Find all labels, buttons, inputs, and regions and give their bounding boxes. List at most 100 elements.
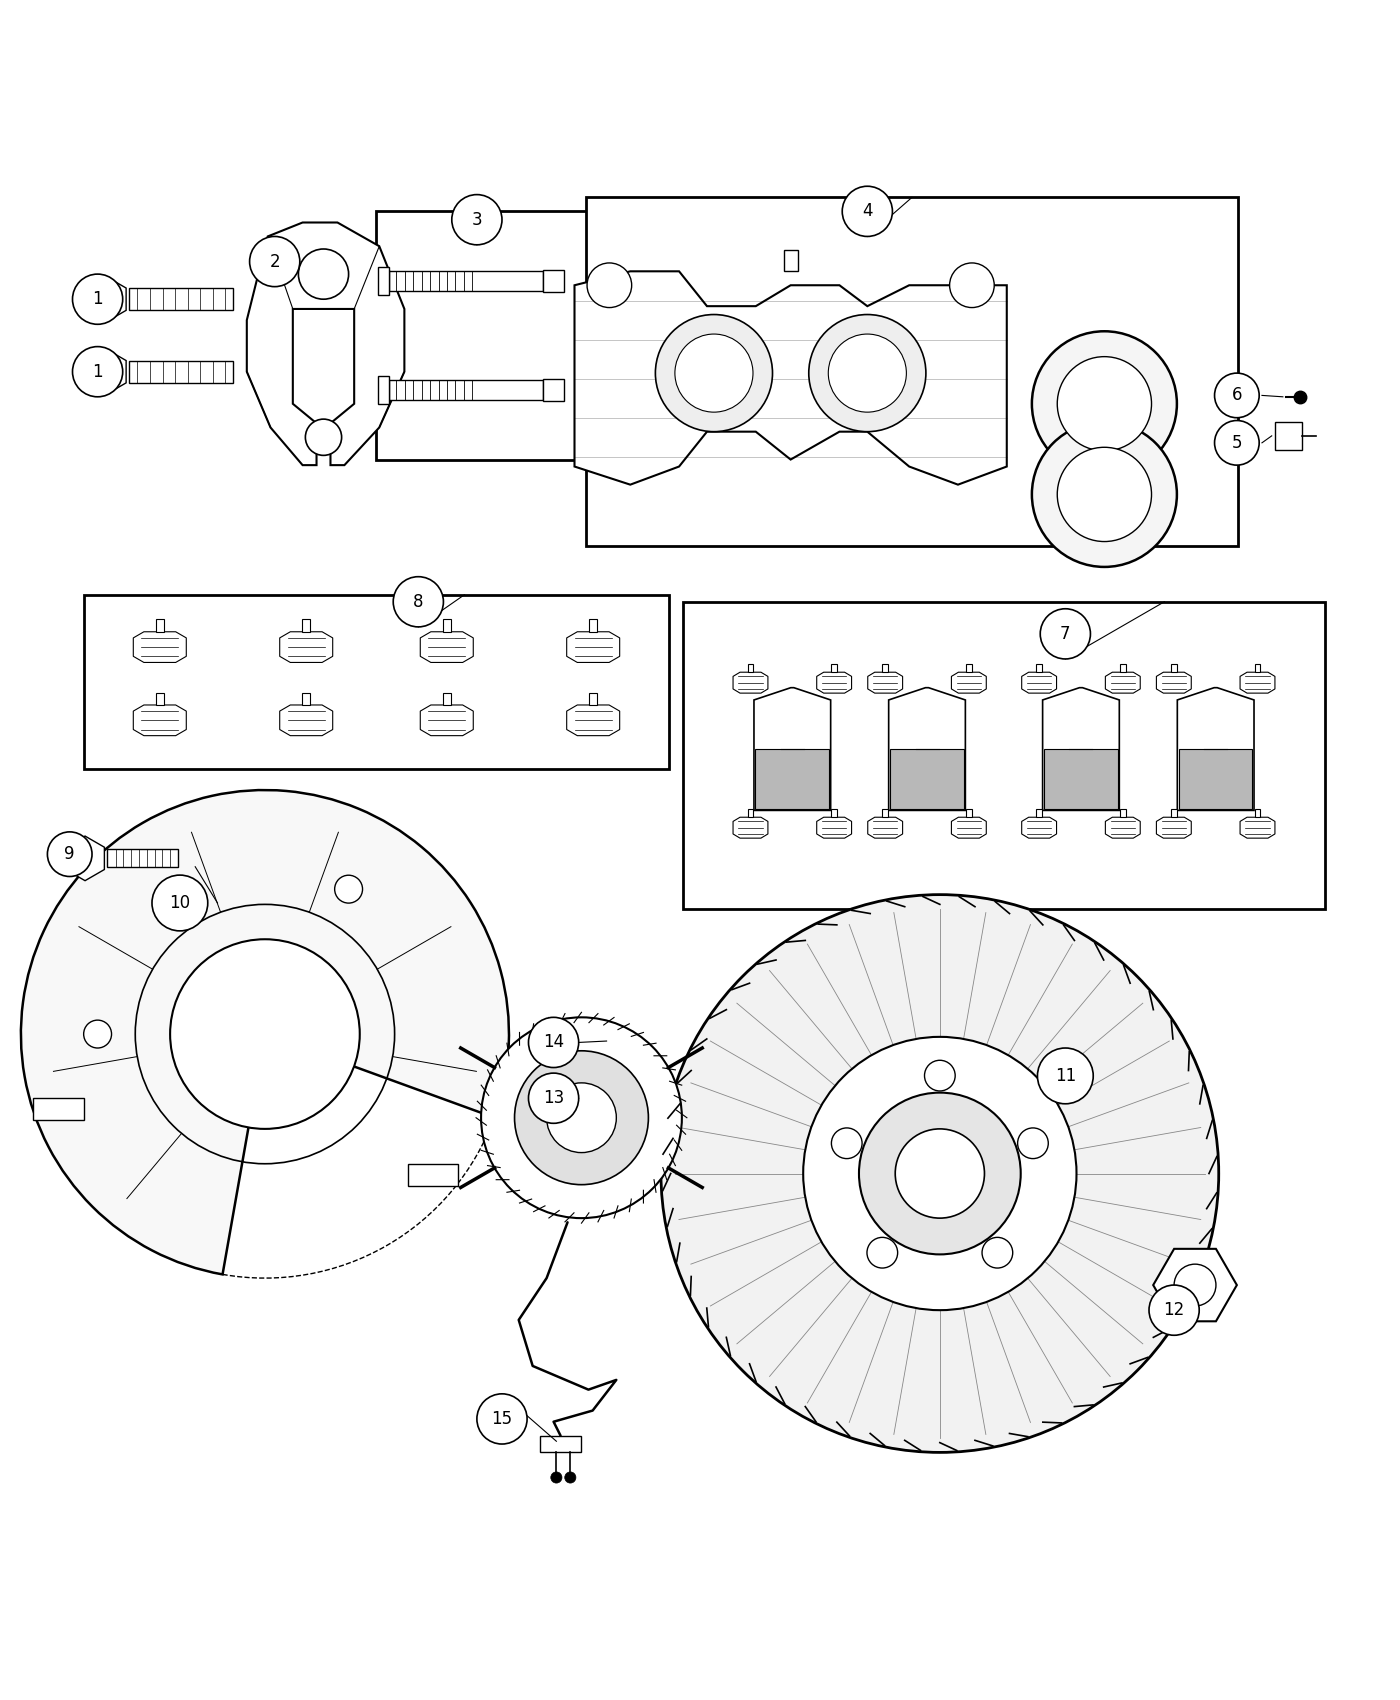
Polygon shape [832, 809, 837, 818]
Polygon shape [966, 663, 972, 672]
Polygon shape [755, 688, 830, 811]
Circle shape [1032, 422, 1177, 566]
Polygon shape [1022, 818, 1057, 838]
Polygon shape [890, 750, 963, 809]
Polygon shape [133, 632, 186, 663]
Text: 15: 15 [491, 1409, 512, 1428]
Circle shape [1057, 357, 1152, 451]
Polygon shape [1036, 809, 1042, 818]
Polygon shape [683, 602, 1324, 908]
Text: 8: 8 [413, 593, 424, 610]
Polygon shape [832, 663, 837, 672]
Circle shape [924, 1061, 955, 1091]
Polygon shape [756, 750, 829, 809]
Polygon shape [129, 360, 234, 382]
Circle shape [829, 335, 906, 411]
Polygon shape [84, 595, 669, 768]
Polygon shape [389, 270, 543, 291]
Text: 6: 6 [1232, 386, 1242, 405]
Circle shape [587, 264, 631, 308]
Text: 2: 2 [269, 253, 280, 270]
Polygon shape [34, 1098, 84, 1120]
Polygon shape [589, 692, 598, 706]
Circle shape [515, 1051, 648, 1185]
Text: 9: 9 [64, 845, 76, 864]
Polygon shape [87, 277, 126, 321]
Circle shape [843, 187, 892, 236]
Text: 1: 1 [92, 291, 104, 308]
Circle shape [1057, 447, 1152, 542]
Polygon shape [246, 223, 405, 466]
Polygon shape [543, 379, 564, 401]
Circle shape [73, 347, 123, 396]
Polygon shape [784, 250, 798, 272]
Polygon shape [816, 818, 851, 838]
Polygon shape [389, 381, 543, 400]
Polygon shape [302, 692, 311, 706]
Circle shape [809, 314, 925, 432]
Polygon shape [87, 350, 126, 394]
Polygon shape [539, 1436, 581, 1452]
Circle shape [981, 1238, 1012, 1268]
Polygon shape [1043, 688, 1120, 811]
Polygon shape [280, 706, 333, 736]
Polygon shape [748, 809, 753, 818]
Polygon shape [155, 692, 164, 706]
Circle shape [48, 831, 92, 877]
Circle shape [1175, 1265, 1217, 1306]
Circle shape [298, 248, 349, 299]
Polygon shape [1120, 663, 1126, 672]
Polygon shape [952, 818, 986, 838]
Circle shape [335, 876, 363, 903]
Polygon shape [420, 632, 473, 663]
Circle shape [249, 236, 300, 287]
Text: 12: 12 [1163, 1300, 1184, 1319]
Polygon shape [543, 270, 564, 292]
Text: 10: 10 [169, 894, 190, 911]
Polygon shape [1022, 672, 1057, 694]
Circle shape [452, 194, 503, 245]
Text: 7: 7 [1060, 626, 1071, 643]
Polygon shape [882, 809, 888, 818]
Circle shape [804, 1037, 1077, 1311]
Circle shape [1215, 372, 1259, 418]
Polygon shape [966, 809, 972, 818]
Circle shape [1018, 1127, 1049, 1159]
Polygon shape [868, 818, 903, 838]
Polygon shape [1179, 750, 1253, 809]
Polygon shape [378, 376, 389, 403]
Circle shape [393, 576, 444, 627]
Circle shape [832, 1127, 862, 1159]
Circle shape [550, 1472, 561, 1482]
Polygon shape [1156, 672, 1191, 694]
Polygon shape [1177, 688, 1254, 811]
Polygon shape [1044, 750, 1117, 809]
Circle shape [867, 1238, 897, 1268]
Polygon shape [567, 632, 620, 663]
Polygon shape [574, 272, 1007, 484]
Polygon shape [889, 688, 966, 811]
Circle shape [1037, 1047, 1093, 1103]
Circle shape [1215, 420, 1259, 466]
Polygon shape [407, 1164, 458, 1187]
Circle shape [171, 938, 360, 1129]
Text: 4: 4 [862, 202, 872, 221]
Polygon shape [129, 287, 234, 311]
Polygon shape [734, 818, 769, 838]
Circle shape [84, 1020, 112, 1047]
Circle shape [73, 274, 123, 325]
Polygon shape [567, 706, 620, 736]
Polygon shape [748, 663, 753, 672]
Polygon shape [1240, 818, 1275, 838]
Polygon shape [108, 850, 178, 867]
Text: 11: 11 [1054, 1068, 1077, 1085]
Text: 3: 3 [472, 211, 482, 230]
Polygon shape [1120, 809, 1126, 818]
Circle shape [655, 314, 773, 432]
Circle shape [305, 420, 342, 456]
Polygon shape [1240, 672, 1275, 694]
Polygon shape [1170, 663, 1176, 672]
Circle shape [1032, 332, 1177, 476]
Polygon shape [1274, 422, 1302, 451]
Circle shape [546, 1083, 616, 1153]
